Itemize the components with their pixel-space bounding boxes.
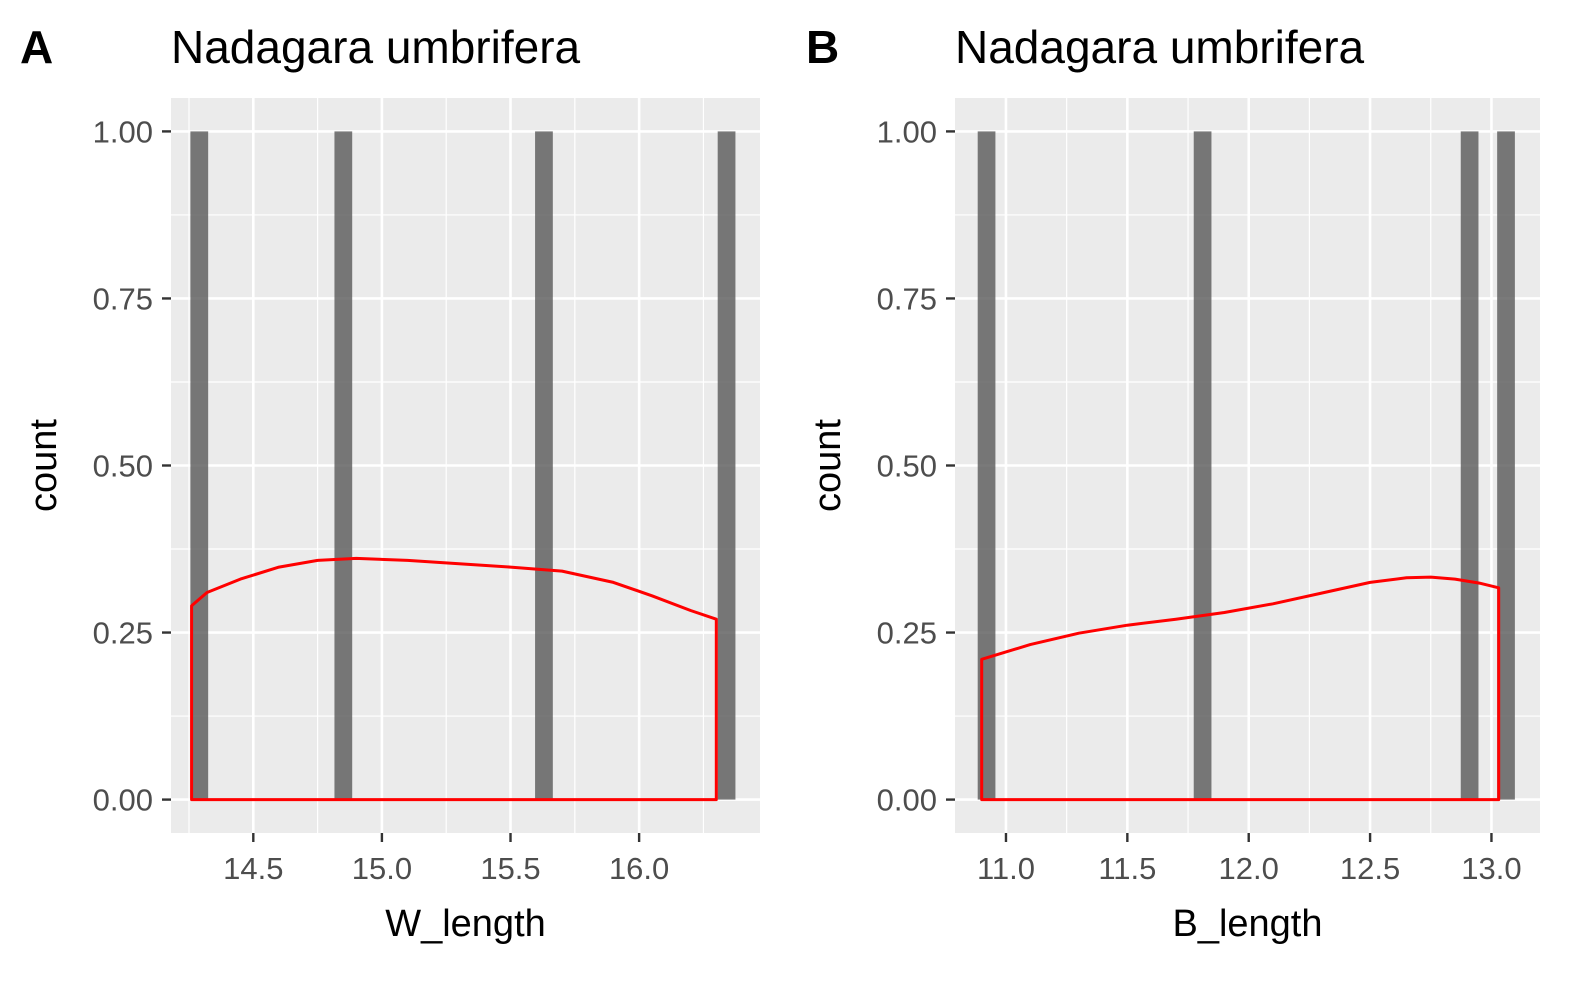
x-tick-label: 12.5 <box>1340 851 1400 886</box>
x-axis-label: W_length <box>385 903 546 945</box>
y-tick-label: 0.50 <box>93 449 153 484</box>
panel-b: 0.00 0.25 0.50 0.75 1.00 11.0 11.5 12.0 12.5 13.0… <box>806 21 1540 945</box>
x-tick-label: 16.0 <box>609 851 669 886</box>
panel-a: 0.00 0.25 0.50 0.75 1.00 14.5 15.0 15.5 16.0 W_le… <box>20 21 760 945</box>
histogram-bar <box>1193 131 1212 800</box>
x-axis-label: B_length <box>1172 903 1322 945</box>
y-axis-label: count <box>23 419 65 512</box>
density-curve <box>980 575 1501 802</box>
density-curve <box>190 556 718 802</box>
histogram-bar <box>717 131 736 800</box>
x-tick-label: 13.0 <box>1461 851 1521 886</box>
y-axis-label: count <box>807 419 849 512</box>
y-tick-label: 0.50 <box>877 449 937 484</box>
x-tick-label: 15.0 <box>352 851 412 886</box>
histogram-bar <box>977 131 996 800</box>
y-tick-label: 0.25 <box>877 616 937 651</box>
x-tick-label: 14.5 <box>223 851 283 886</box>
x-tick-label: 12.0 <box>1219 851 1279 886</box>
x-tick-label: 15.5 <box>480 851 540 886</box>
y-tick-label: 0.00 <box>877 783 937 818</box>
plot-title: Nadagara umbrifera <box>955 21 1365 73</box>
panel-tag: A <box>20 21 53 73</box>
y-tick-label: 0.25 <box>93 616 153 651</box>
panel-tag: B <box>806 21 839 73</box>
histogram-bar <box>535 131 553 800</box>
x-tick-label: 11.0 <box>977 851 1035 886</box>
histogram-bar <box>1497 131 1515 800</box>
histogram-bar <box>1460 131 1479 800</box>
histogram-bar <box>334 131 353 800</box>
plot-title: Nadagara umbrifera <box>171 21 581 73</box>
y-tick-label: 0.00 <box>93 783 153 818</box>
histogram-bar <box>190 131 209 800</box>
y-tick-label: 1.00 <box>93 114 153 149</box>
y-tick-label: 0.75 <box>93 281 153 316</box>
y-tick-label: 1.00 <box>877 114 937 149</box>
x-tick-label: 11.5 <box>1098 851 1156 886</box>
y-tick-label: 0.75 <box>877 281 937 316</box>
